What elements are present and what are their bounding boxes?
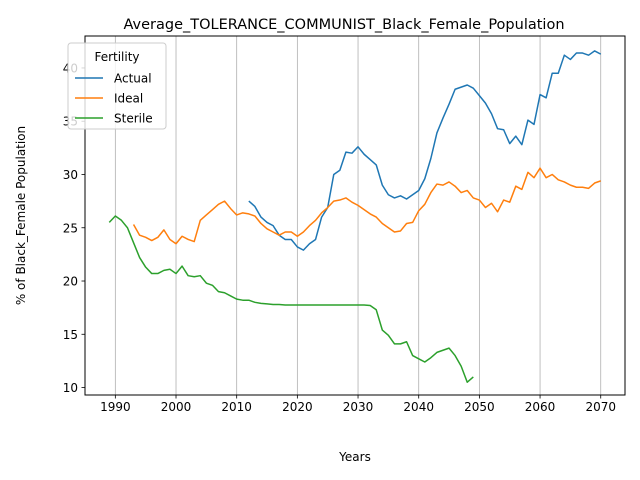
x-tick-label: 2070 [585, 400, 616, 414]
y-axis-label: % of Black_Female Population [14, 126, 28, 305]
x-tick-label: 2000 [161, 400, 192, 414]
x-tick-label: 2020 [282, 400, 313, 414]
y-tick-label: 30 [63, 168, 78, 182]
legend-title: Fertility [94, 50, 139, 64]
chart-title: Average_TOLERANCE_COMMUNIST_Black_Female… [123, 17, 564, 33]
x-tick-label: 2010 [221, 400, 252, 414]
y-tick-label: 15 [63, 328, 78, 342]
axes-frame [84, 35, 626, 396]
series-line-ideal [132, 167, 601, 245]
x-tick-label: 2050 [464, 400, 495, 414]
x-tick-label: 1990 [100, 400, 131, 414]
legend-label-ideal: Ideal [114, 92, 143, 106]
legend-label-sterile: Sterile [114, 112, 153, 126]
legend: Fertility Actual Ideal Sterile [67, 42, 167, 130]
x-tick-label: 2060 [525, 400, 556, 414]
x-axis-ticks: 1990 2000 2010 2020 2030 2040 2050 2060 2070 [100, 395, 616, 414]
y-tick-label: 20 [63, 275, 78, 289]
y-tick-label: 25 [63, 221, 78, 235]
x-tick-label: 2040 [403, 400, 434, 414]
y-tick-label: 10 [63, 381, 78, 395]
x-tick-label: 2030 [343, 400, 374, 414]
legend-label-actual: Actual [114, 72, 152, 86]
legend-box [67, 42, 167, 130]
x-axis-label: Years [338, 450, 371, 464]
series-line-actual [248, 50, 602, 251]
plot-area [108, 50, 602, 383]
series-line-sterile [108, 215, 474, 383]
